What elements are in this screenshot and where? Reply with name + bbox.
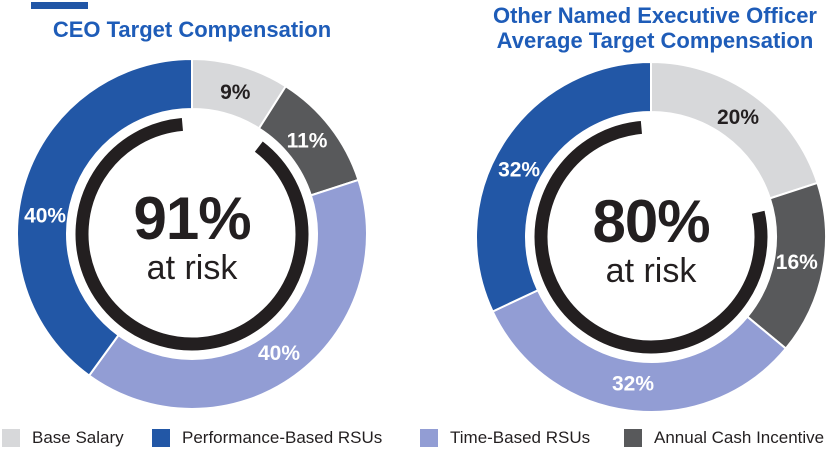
donut-segments-ceo: 9% 11% 40% 40% [16,57,368,410]
at-risk-caption-ceo: at risk [147,249,239,287]
chart-title-neo: Other Named Executive Officer Average Ta… [463,3,827,53]
donut-segment-performance-based-rsus [16,57,193,377]
chart-title-ceo: CEO Target Compensation [52,17,332,42]
at-risk-caption-neo: at risk [606,252,698,290]
legend-item-performance-rsus: Performance-Based RSUs [152,428,382,447]
legend-label-performance-rsus: Performance-Based RSUs [182,428,383,447]
at-risk-arc-neo [534,120,768,354]
segment-label-base-salary: 20% [717,106,759,129]
segment-label-time-based-rsus: 32% [612,372,654,395]
segment-label-performance-based-rsus: 32% [498,158,540,181]
legend-item-annual-cash: Annual Cash Incentive [624,428,824,447]
legend-item-base-salary: Base Salary [2,428,124,447]
donut-segments-neo: 20% 16% 32% 32% [475,60,827,413]
donut-chart-neo: 20% 16% 32% 32% 80% at risk [475,60,827,413]
segment-label-annual-cash-incentive: 11% [287,129,328,152]
chart-title-neo-line1: Other Named Executive Officer [492,3,817,28]
segment-label-base-salary: 9% [220,81,251,104]
segment-label-performance-based-rsus: 40% [24,205,66,228]
legend-label-time-rsus: Time-Based RSUs [450,428,591,447]
legend-label-base-salary: Base Salary [32,428,124,447]
donut-segment-time-based-rsus [87,178,368,410]
chart-title-neo-line2: Average Target Compensation [496,28,814,53]
legend-item-time-rsus: Time-Based RSUs [420,428,590,447]
cropped-artifact-bar [31,2,88,9]
legend-swatch-annual-cash [624,428,642,447]
legend-label-annual-cash: Annual Cash Incentive [654,428,825,447]
at-risk-value-neo: 80% [592,188,709,255]
legend-swatch-time-rsus [420,428,438,447]
at-risk-arc-ceo [75,117,309,351]
donut-segment-time-based-rsus [491,288,788,413]
donut-segment-base-salary [650,60,819,200]
segment-label-annual-cash-incentive: 16% [776,251,818,274]
legend-swatch-performance-rsus [152,428,170,447]
segment-label-time-based-rsus: 40% [258,342,300,365]
donut-chart-ceo: 9% 11% 40% 40% 91% at risk [16,57,368,410]
donut-segment-performance-based-rsus [475,60,652,313]
at-risk-value-ceo: 91% [133,185,250,252]
legend-swatch-base-salary [2,428,20,447]
